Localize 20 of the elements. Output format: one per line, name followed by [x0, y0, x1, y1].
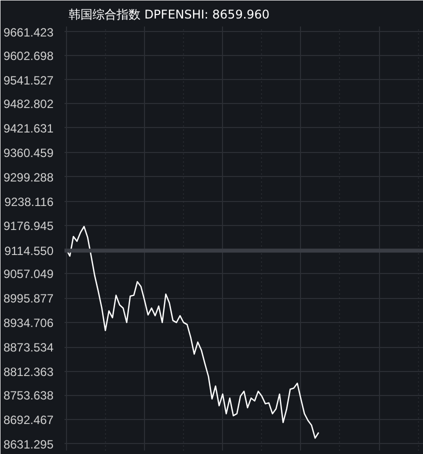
y-tick-label: 9360.459	[3, 146, 54, 160]
y-tick-label: 9541.527	[3, 73, 54, 88]
y-tick-label: 8631.295	[3, 437, 54, 452]
y-tick-label: 9057.049	[3, 267, 54, 282]
y-tick-label: 9299.288	[3, 170, 54, 184]
y-tick-label: 8812.363	[3, 365, 54, 380]
y-tick-label: 9238.116	[4, 194, 54, 209]
chart-title: 韩国综合指数 DPFENSHI: 8659.960	[68, 8, 270, 22]
y-tick-label: 8753.638	[3, 388, 54, 403]
y-tick-label: 9421.631	[3, 121, 54, 136]
y-tick-label: 9114.550	[4, 244, 54, 258]
line-series	[66, 226, 320, 439]
y-tick-label: 9602.698	[3, 48, 54, 63]
y-tick-label: 9176.945	[3, 219, 54, 234]
y-tick-label: 8873.534	[3, 340, 54, 355]
y-tick-label: 9482.802	[3, 96, 54, 111]
y-tick-label: 9661.423	[3, 25, 54, 40]
y-tick-label: 8995.877	[3, 292, 54, 306]
y-tick-label: 8934.706	[3, 316, 54, 330]
y-tick-label: 8692.467	[3, 413, 54, 428]
